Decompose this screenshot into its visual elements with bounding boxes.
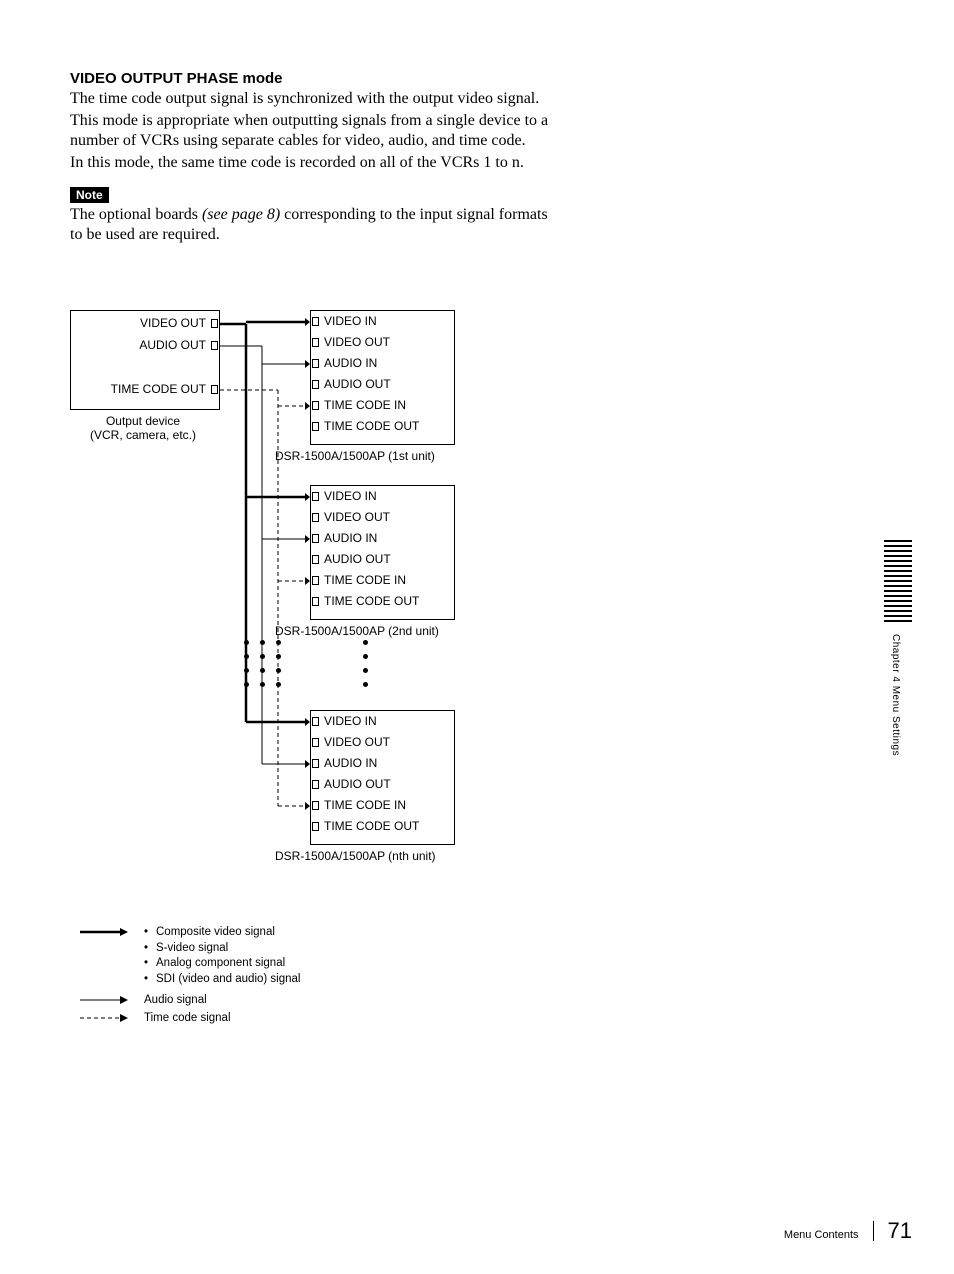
note-text: The optional boards (see page 8) corresp… [70,205,560,245]
unit-port-icon [312,380,319,389]
side-tab-label: Chapter 4 Menu Settings [890,634,901,756]
unit-port-label: AUDIO OUT [324,377,391,391]
unit-port-label: AUDIO IN [324,531,377,545]
unit-port-label: VIDEO OUT [324,510,390,524]
unit-port-icon [312,317,319,326]
unit-port-icon [312,801,319,810]
legend-audio-label: Audio signal [144,993,207,1009]
ellipsis-dot-icon [260,682,265,687]
unit-port-label: AUDIO IN [324,756,377,770]
unit-port-icon [312,576,319,585]
legend-tc-label: Time code signal [144,1011,231,1027]
ellipsis-dot-icon [276,668,281,673]
ellipsis-dot-icon [363,654,368,659]
unit-port-icon [312,401,319,410]
unit-port-label: VIDEO OUT [324,735,390,749]
note-ref: (see page 8) [202,206,280,223]
ellipsis-dot-icon [363,668,368,673]
unit-port-icon [312,780,319,789]
unit-port-label: AUDIO OUT [324,552,391,566]
unit-port-label: TIME CODE OUT [324,594,419,608]
legend-video-list: Composite video signalS-video signalAnal… [144,925,300,987]
legend-video: Composite video signalS-video signalAnal… [80,925,300,987]
unit-port-icon [312,513,319,522]
output-caption-l2: (VCR, camera, etc.) [78,428,208,442]
legend: Composite video signalS-video signalAnal… [80,925,300,1028]
output-port-icon [211,341,218,350]
unit-caption: DSR-1500A/1500AP (1st unit) [275,449,435,463]
unit-caption: DSR-1500A/1500AP (2nd unit) [275,624,439,638]
unit-port-label: TIME CODE OUT [324,819,419,833]
unit-port-label: TIME CODE OUT [324,419,419,433]
legend-video-item: SDI (video and audio) signal [144,972,300,988]
unit-port-icon [312,597,319,606]
ellipsis-dot-icon [363,640,368,645]
unit-port-icon [312,759,319,768]
unit-port-icon [312,717,319,726]
legend-video-arrow-icon [80,925,144,939]
unit-port-label: VIDEO IN [324,314,377,328]
section-heading: VIDEO OUTPUT PHASE mode [70,70,560,87]
unit-port-label: VIDEO IN [324,714,377,728]
paragraph-2: This mode is appropriate when outputting… [70,111,560,151]
legend-video-item: S-video signal [144,941,300,957]
ellipsis-dot-icon [244,682,249,687]
unit-port-icon [312,534,319,543]
side-tab-bars-icon [884,540,912,622]
ellipsis-dot-icon [260,640,265,645]
unit-port-label: VIDEO OUT [324,335,390,349]
output-port-label: VIDEO OUT [74,316,206,330]
unit-port-label: TIME CODE IN [324,573,406,587]
unit-port-icon [312,555,319,564]
footer-section-label: Menu Contents [784,1229,859,1241]
side-tab: Chapter 4 Menu Settings [884,540,924,740]
legend-audio-arrow-icon [80,993,144,1007]
footer-divider [873,1221,874,1241]
unit-port-label: TIME CODE IN [324,798,406,812]
unit-port-icon [312,359,319,368]
paragraph-1: The time code output signal is synchroni… [70,89,560,109]
page-footer: Menu Contents 71 [784,1218,912,1244]
legend-video-item: Composite video signal [144,925,300,941]
ellipsis-dot-icon [244,640,249,645]
unit-port-icon [312,738,319,747]
paragraph-3: In this mode, the same time code is reco… [70,153,560,173]
unit-port-icon [312,822,319,831]
output-port-icon [211,319,218,328]
legend-timecode: Time code signal [80,1011,300,1027]
unit-port-label: VIDEO IN [324,489,377,503]
legend-audio: Audio signal [80,993,300,1009]
unit-port-label: AUDIO IN [324,356,377,370]
ellipsis-dot-icon [260,668,265,673]
note-badge: Note [70,187,109,203]
output-caption-l1: Output device [78,414,208,428]
ellipsis-dot-icon [363,682,368,687]
ellipsis-dot-icon [276,640,281,645]
unit-port-label: AUDIO OUT [324,777,391,791]
ellipsis-dot-icon [276,654,281,659]
signal-diagram: VIDEO OUT AUDIO OUT TIME CODE OUT Output de… [70,310,470,1010]
output-port-label: TIME CODE OUT [74,382,206,396]
ellipsis-dot-icon [260,654,265,659]
ellipsis-dot-icon [276,682,281,687]
legend-video-item: Analog component signal [144,956,300,972]
unit-port-icon [312,492,319,501]
unit-port-icon [312,338,319,347]
output-caption: Output device(VCR, camera, etc.) [78,414,208,443]
ellipsis-dot-icon [244,668,249,673]
output-port-icon [211,385,218,394]
ellipsis-dot-icon [244,654,249,659]
output-port-label: AUDIO OUT [74,338,206,352]
unit-port-icon [312,422,319,431]
unit-caption: DSR-1500A/1500AP (nth unit) [275,849,436,863]
unit-port-label: TIME CODE IN [324,398,406,412]
legend-tc-arrow-icon [80,1011,144,1025]
page-number: 71 [888,1218,912,1244]
note-pre: The optional boards [70,206,202,223]
